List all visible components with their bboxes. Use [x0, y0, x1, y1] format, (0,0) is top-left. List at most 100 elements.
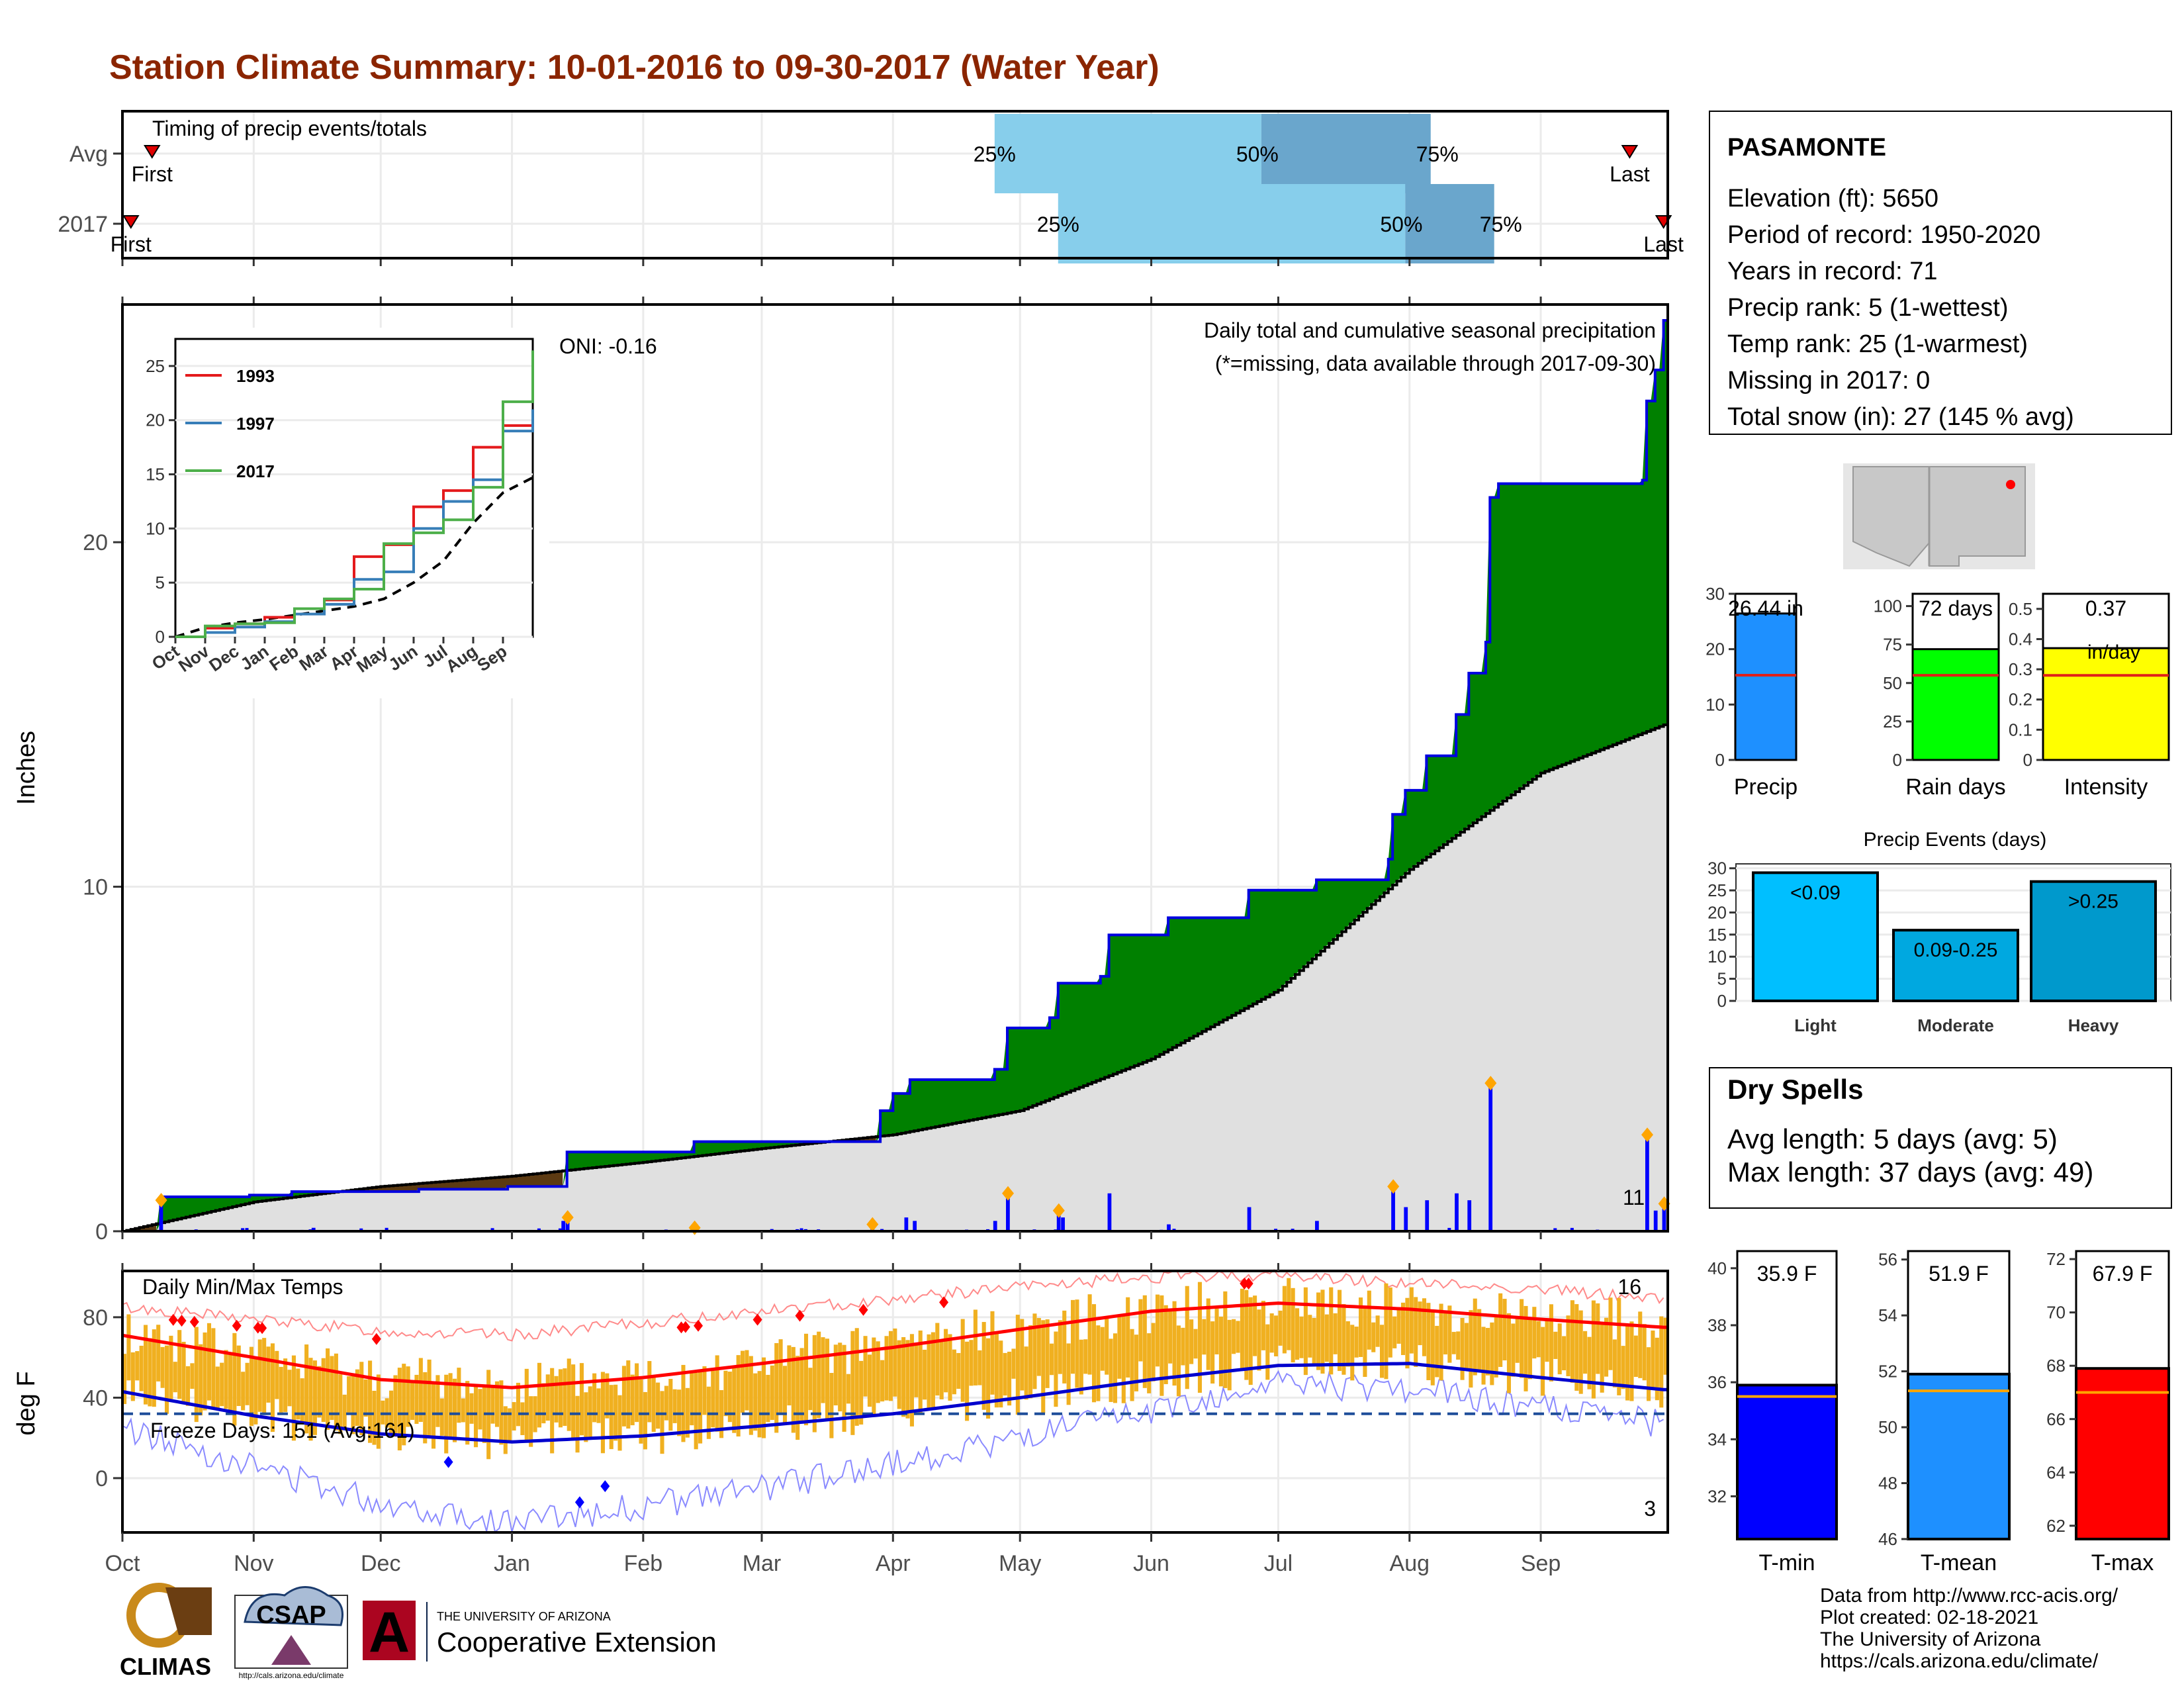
month-tick-label: Nov [234, 1551, 273, 1576]
precip-y-tick-label: 20 [83, 530, 108, 555]
daily-temp-bar [1130, 1329, 1134, 1401]
daily-temp-bar [1617, 1297, 1621, 1395]
daily-temp-bar [825, 1338, 830, 1420]
first-event-marker [143, 145, 161, 159]
daily-temp-bar [1291, 1288, 1295, 1363]
record-high-marker [1244, 1277, 1253, 1289]
daily-precip-trace-bar [1447, 1227, 1451, 1231]
daily-temp-bar [262, 1338, 267, 1415]
daily-temp-bar [635, 1363, 639, 1423]
summary-value-label: 72 days [1919, 596, 1993, 620]
temp-summary-label: T-mean [1921, 1550, 1997, 1575]
summary-y-tick-label: 10 [1706, 694, 1725, 714]
daily-temp-bar [609, 1385, 614, 1450]
daily-temp-bar [1134, 1335, 1139, 1391]
summary-value-label: 0.37 [2085, 596, 2126, 620]
daily-temp-bar [432, 1382, 436, 1449]
daily-temp-bar [753, 1373, 758, 1431]
daily-temp-bar [1469, 1310, 1473, 1388]
daily-temp-bar [220, 1362, 224, 1407]
daily-temp-bar [537, 1362, 542, 1428]
daily-temp-bar [1506, 1313, 1511, 1393]
timing-label: Timing of precip events/totals [152, 117, 427, 140]
ua-logo-small-text: THE UNIVERSITY OF ARIZONA [437, 1610, 611, 1623]
daily-temp-bar [1400, 1302, 1406, 1356]
daily-temp-bar [605, 1373, 610, 1419]
precip-events-bar-label: >0.25 [2068, 891, 2118, 913]
daily-temp-bar [766, 1374, 770, 1423]
precip-event-marker [1641, 1127, 1654, 1143]
daily-temp-bar [914, 1343, 919, 1397]
dry-spells-box: Dry Spells Avg length: 5 days (avg: 5)Max… [1709, 1067, 2172, 1209]
daily-temp-bar [541, 1383, 546, 1424]
daily-temp-bar [1405, 1297, 1410, 1369]
month-tick-label: Jul [1264, 1551, 1293, 1576]
daily-temp-bar [1557, 1323, 1562, 1375]
daily-temp-bar [279, 1366, 283, 1413]
timing-q50-label: 50% [1236, 142, 1279, 166]
daily-temp-bar [1248, 1297, 1253, 1385]
daily-temp-bar [905, 1340, 910, 1419]
daily-temp-bar [1392, 1316, 1397, 1348]
summary-y-tick-label: 20 [1706, 639, 1725, 659]
summary-y-tick-label: 50 [1883, 673, 1902, 693]
daily-temp-bar [1409, 1287, 1414, 1354]
daily-temp-bar [1142, 1295, 1147, 1388]
daily-temp-bar [969, 1340, 974, 1386]
daily-temp-bar [1651, 1330, 1655, 1387]
precip-y-axis-label: Inches [13, 731, 40, 805]
daily-temp-bar [787, 1345, 792, 1406]
daily-temp-bar [164, 1345, 169, 1414]
daily-temp-bar [503, 1406, 508, 1454]
summary-value-bar [1911, 648, 2000, 761]
temp-summary-bar [1907, 1372, 2011, 1540]
oni-label: ONI: -0.16 [559, 334, 657, 358]
daily-temp-bar [1342, 1303, 1346, 1375]
month-tick-label: Aug [1390, 1551, 1430, 1576]
daily-temp-bar [672, 1389, 677, 1423]
temp-summary-y-tick-label: 62 [2046, 1516, 2066, 1536]
daily-temp-bar [1210, 1321, 1215, 1384]
temp-summary-bars: 32 34 36 38 40 35.9 F T-min 46 48 50 52 54 56 51.9 F T… [1707, 1249, 2170, 1575]
daily-temp-bar [575, 1395, 580, 1453]
temps-y-tick-label: 0 [95, 1466, 108, 1491]
temp-summary-y-tick-label: 56 [1878, 1250, 1897, 1270]
daily-precip-bar [1056, 1210, 1061, 1231]
daily-temp-bar [1100, 1327, 1105, 1371]
precip-events-bar-label: 0.09-0.25 [1914, 939, 1998, 961]
daily-temp-bar [418, 1358, 423, 1423]
daily-temp-bar [630, 1374, 635, 1426]
daily-temp-bar [909, 1334, 914, 1427]
inset-y-tick-label: 20 [146, 410, 165, 430]
csap-logo-text: CSAP [256, 1601, 326, 1629]
map-station-location-marker [2006, 480, 2015, 489]
daily-temp-bar [406, 1366, 410, 1427]
daily-temp-bar [1490, 1322, 1494, 1385]
daily-temp-bar [614, 1384, 618, 1441]
summary-value-label: 26.44 in [1728, 596, 1803, 620]
record-high-count: 16 [1617, 1275, 1641, 1299]
daily-temp-bar [563, 1368, 567, 1427]
daily-temp-bar [872, 1337, 876, 1415]
daily-temp-bar [1024, 1346, 1028, 1400]
daily-temp-bar [1278, 1310, 1283, 1346]
daily-temp-bar [796, 1356, 800, 1440]
dry-spells-avg: Avg length: 5 days (avg: 5) [1727, 1123, 2058, 1154]
daily-temp-bar [1570, 1300, 1574, 1383]
csap-logo-cloud [244, 1586, 343, 1626]
daily-temp-bar [749, 1356, 753, 1435]
daily-temp-bar [533, 1396, 537, 1432]
record-high-marker [752, 1313, 762, 1326]
daily-temp-bar [690, 1372, 694, 1426]
daily-precip-bar [1061, 1217, 1065, 1231]
daily-temp-bar [1426, 1303, 1431, 1380]
daily-temp-bar [554, 1376, 559, 1423]
daily-temp-bar [1083, 1339, 1088, 1374]
summary-y-tick-label: 0.4 [2009, 629, 2032, 649]
daily-temp-bar [1041, 1320, 1046, 1414]
daily-temp-bar [1655, 1337, 1659, 1401]
daily-temp-bar [494, 1381, 500, 1427]
daily-temp-bar [206, 1323, 212, 1401]
daily-temp-bar [770, 1365, 774, 1421]
daily-temp-bar [1494, 1317, 1498, 1378]
